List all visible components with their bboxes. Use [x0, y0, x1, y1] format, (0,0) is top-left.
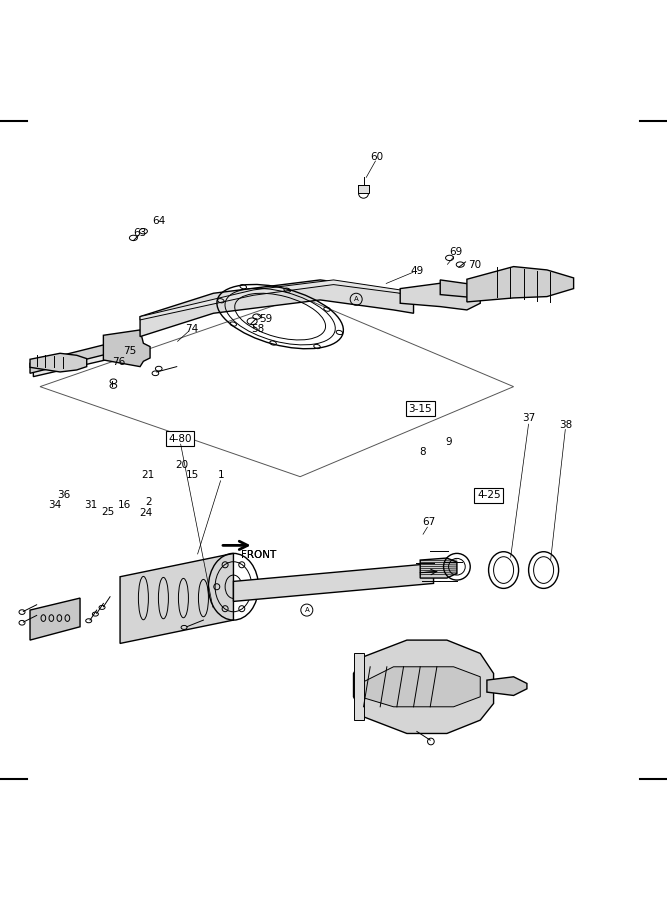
Text: 24: 24 — [139, 508, 152, 518]
Polygon shape — [103, 330, 150, 366]
Text: 38: 38 — [559, 419, 572, 429]
Text: 64: 64 — [152, 216, 165, 226]
Text: A: A — [304, 608, 309, 613]
Text: 69: 69 — [449, 247, 462, 256]
Text: 76: 76 — [112, 357, 125, 367]
Polygon shape — [360, 667, 480, 706]
Polygon shape — [30, 598, 80, 640]
Text: 75: 75 — [123, 346, 137, 356]
Text: 59: 59 — [259, 313, 272, 324]
Text: 49: 49 — [410, 266, 424, 276]
Text: 16: 16 — [118, 500, 131, 510]
Polygon shape — [354, 653, 364, 720]
Polygon shape — [420, 558, 457, 578]
Text: 34: 34 — [48, 500, 61, 509]
Polygon shape — [30, 354, 87, 372]
Polygon shape — [487, 677, 527, 696]
Text: A: A — [354, 296, 359, 302]
Text: 15: 15 — [185, 471, 199, 481]
Text: 58: 58 — [251, 324, 265, 334]
Polygon shape — [30, 343, 110, 373]
Polygon shape — [400, 284, 480, 310]
Text: 4-25: 4-25 — [477, 491, 501, 500]
Polygon shape — [33, 346, 120, 376]
Text: 20: 20 — [175, 460, 188, 471]
Text: 2: 2 — [145, 497, 151, 507]
Text: 31: 31 — [84, 500, 97, 509]
Text: 9: 9 — [445, 437, 452, 447]
Text: 1: 1 — [218, 471, 225, 481]
Text: 21: 21 — [141, 471, 155, 481]
Text: 25: 25 — [101, 507, 115, 517]
Polygon shape — [140, 280, 420, 319]
Text: 60: 60 — [370, 151, 384, 161]
Text: 8: 8 — [419, 447, 426, 457]
Text: 37: 37 — [522, 413, 536, 423]
Polygon shape — [467, 266, 574, 302]
Polygon shape — [233, 563, 434, 601]
Polygon shape — [440, 280, 477, 298]
Text: 67: 67 — [422, 517, 436, 527]
Polygon shape — [140, 280, 414, 337]
Polygon shape — [354, 640, 494, 734]
Polygon shape — [358, 184, 369, 194]
Text: 4-80: 4-80 — [168, 434, 192, 444]
Text: FRONT: FRONT — [241, 550, 275, 560]
Text: 74: 74 — [185, 324, 198, 334]
Text: 70: 70 — [468, 259, 482, 270]
Polygon shape — [120, 554, 233, 644]
Text: FRONT: FRONT — [241, 550, 275, 560]
Text: 63: 63 — [133, 229, 147, 238]
Text: 36: 36 — [57, 491, 70, 500]
Text: 3-15: 3-15 — [408, 403, 432, 414]
